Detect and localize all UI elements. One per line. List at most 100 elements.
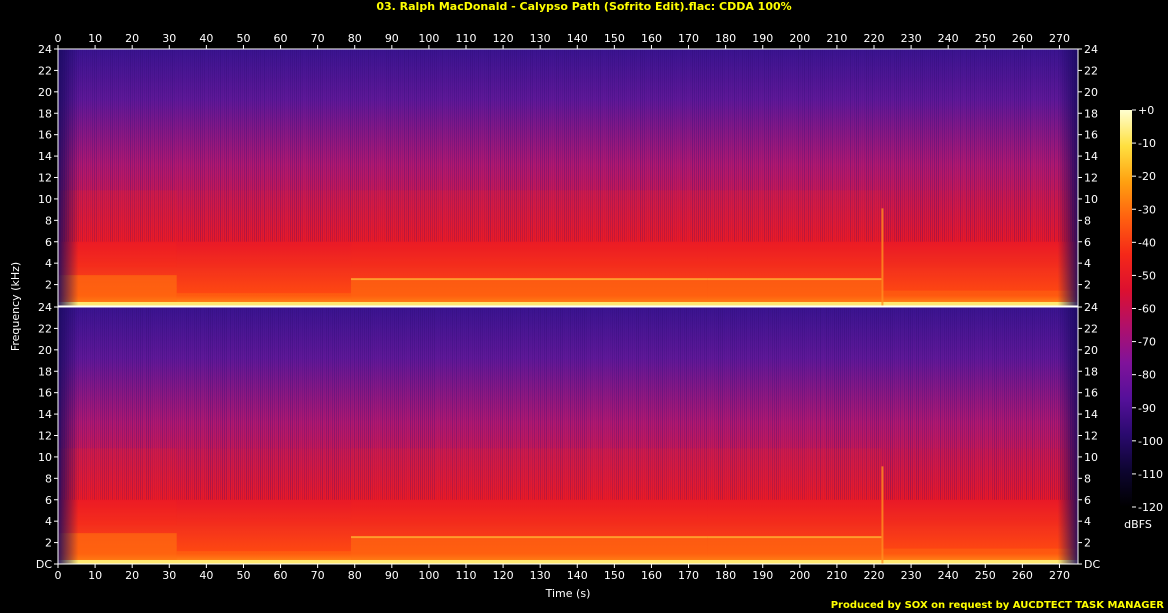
y-tick-label-left: 16	[38, 129, 52, 142]
colorbar-tick-label: -120	[1138, 501, 1163, 514]
colorbar	[1120, 110, 1132, 507]
x-tick-label-bottom: 270	[1049, 569, 1070, 582]
x-tick-label-top: 180	[715, 32, 736, 45]
y-tick-label-left: 18	[38, 107, 52, 120]
y-tick-label-left: 4	[45, 515, 52, 528]
y-tick-label-left: 4	[45, 257, 52, 270]
x-tick-label-top: 190	[752, 32, 773, 45]
colorbar-tick-label: -60	[1138, 303, 1156, 316]
colorbar-tick-label: -90	[1138, 402, 1156, 415]
x-tick-label-top: 0	[55, 32, 62, 45]
x-tick-label-bottom: 200	[789, 569, 810, 582]
x-tick-label-top: 90	[385, 32, 399, 45]
x-tick-label-bottom: 30	[162, 569, 176, 582]
x-tick-label-top: 210	[826, 32, 847, 45]
x-tick-label-bottom: 170	[678, 569, 699, 582]
x-tick-label-bottom: 180	[715, 569, 736, 582]
x-tick-label-bottom: 20	[125, 569, 139, 582]
x-tick-label-bottom: 250	[975, 569, 996, 582]
y-tick-label-right: 2	[1084, 279, 1091, 292]
x-tick-label-bottom: 10	[88, 569, 102, 582]
x-tick-label-top: 60	[274, 32, 288, 45]
x-tick-label-bottom: 230	[901, 569, 922, 582]
y-tick-label-right: 22	[1084, 64, 1098, 77]
y-tick-label-right: 24	[1084, 43, 1098, 56]
y-tick-label-right: 4	[1084, 515, 1091, 528]
x-tick-label-bottom: 40	[199, 569, 213, 582]
x-tick-label-bottom: 110	[456, 569, 477, 582]
y-tick-label-right: 24	[1084, 301, 1098, 314]
x-tick-label-bottom: 60	[274, 569, 288, 582]
y-tick-label-left: DC	[36, 558, 52, 571]
x-tick-label-bottom: 50	[236, 569, 250, 582]
x-tick-label-top: 50	[236, 32, 250, 45]
x-tick-label-top: 100	[418, 32, 439, 45]
channel-1-spectrogram	[57, 48, 1079, 307]
colorbar-tick-label: -30	[1138, 203, 1156, 216]
colorbar-tick-label: -70	[1138, 336, 1156, 349]
y-axis-label: Frequency (kHz)	[9, 262, 22, 351]
y-tick-label-left: 16	[38, 387, 52, 400]
y-tick-label-right: 10	[1084, 451, 1098, 464]
x-tick-label-top: 10	[88, 32, 102, 45]
y-tick-label-left: 24	[38, 43, 52, 56]
x-tick-label-top: 80	[348, 32, 362, 45]
x-tick-label-top: 70	[311, 32, 325, 45]
x-tick-label-top: 150	[604, 32, 625, 45]
y-tick-label-right: 8	[1084, 472, 1091, 485]
x-tick-label-top: 40	[199, 32, 213, 45]
x-tick-label-bottom: 220	[864, 569, 885, 582]
colorbar-tick-label: -20	[1138, 170, 1156, 183]
y-tick-label-left: 22	[38, 322, 52, 335]
x-tick-label-top: 230	[901, 32, 922, 45]
y-tick-label-left: 8	[45, 472, 52, 485]
x-tick-label-top: 30	[162, 32, 176, 45]
x-tick-label-top: 270	[1049, 32, 1070, 45]
y-tick-label-right: 20	[1084, 344, 1098, 357]
y-tick-label-left: 18	[38, 365, 52, 378]
x-tick-label-bottom: 120	[493, 569, 514, 582]
colorbar-tick-label: -110	[1138, 468, 1163, 481]
x-tick-label-top: 200	[789, 32, 810, 45]
x-tick-label-bottom: 0	[55, 569, 62, 582]
y-tick-label-right: 22	[1084, 322, 1098, 335]
x-tick-label-bottom: 140	[567, 569, 588, 582]
y-tick-label-left: 6	[45, 236, 52, 249]
colorbar-tick-label: -10	[1138, 137, 1156, 150]
x-tick-label-top: 170	[678, 32, 699, 45]
colorbar-tick-label: -50	[1138, 269, 1156, 282]
y-tick-label-left: 14	[38, 408, 52, 421]
x-tick-label-top: 240	[938, 32, 959, 45]
x-tick-label-top: 110	[456, 32, 477, 45]
y-tick-label-left: 14	[38, 150, 52, 163]
y-tick-label-right: 12	[1084, 430, 1098, 443]
channel-2-spectrogram	[57, 306, 1079, 565]
y-tick-label-left: 2	[45, 279, 52, 292]
x-tick-label-top: 140	[567, 32, 588, 45]
y-tick-label-right: 12	[1084, 172, 1098, 185]
colorbar-tick-label: -100	[1138, 435, 1163, 448]
x-tick-label-bottom: 70	[311, 569, 325, 582]
y-tick-label-left: 20	[38, 86, 52, 99]
y-tick-label-right: 16	[1084, 129, 1098, 142]
x-tick-label-bottom: 90	[385, 569, 399, 582]
y-tick-label-left: 22	[38, 64, 52, 77]
x-tick-label-bottom: 260	[1012, 569, 1033, 582]
x-tick-label-bottom: 150	[604, 569, 625, 582]
credit-text: Produced by SOX on request by AUCDTECT T…	[830, 600, 1164, 611]
y-tick-label-right: 4	[1084, 257, 1091, 270]
colorbar-label: dBFS	[1124, 518, 1152, 531]
y-tick-label-left: 12	[38, 430, 52, 443]
x-tick-label-top: 20	[125, 32, 139, 45]
y-tick-label-right: 8	[1084, 214, 1091, 227]
y-tick-label-right: 20	[1084, 86, 1098, 99]
y-tick-label-left: 2	[45, 537, 52, 550]
y-tick-label-left: 8	[45, 214, 52, 227]
y-tick-label-right: DC	[1084, 558, 1100, 571]
y-tick-label-right: 14	[1084, 408, 1098, 421]
y-tick-label-right: 6	[1084, 236, 1091, 249]
y-tick-label-right: 14	[1084, 150, 1098, 163]
y-tick-label-right: 18	[1084, 365, 1098, 378]
x-tick-label-top: 120	[493, 32, 514, 45]
chart-title: 03. Ralph MacDonald - Calypso Path (Sofr…	[376, 0, 792, 13]
